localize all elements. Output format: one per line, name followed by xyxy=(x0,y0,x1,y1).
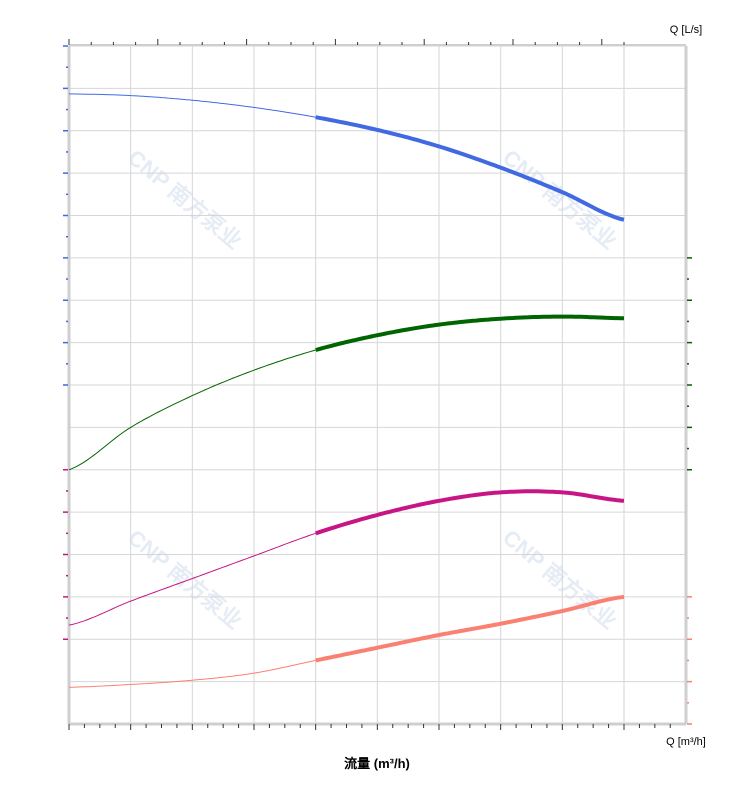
efficiency-curve-operating xyxy=(315,314,625,352)
grid xyxy=(69,45,687,725)
watermark-logo: CNP 南方泵业 xyxy=(123,525,246,634)
npsh-curve-operating xyxy=(315,594,625,663)
watermarks: CNP 南方泵业 CNP 南方泵业 CNP 南方泵业 CNP 南方泵业 xyxy=(123,145,621,634)
x-unit-label: Q [m³/h] xyxy=(666,736,706,748)
x-top-unit-label: Q [L/s] xyxy=(670,24,702,36)
efficiency-curve-thin xyxy=(68,349,316,471)
watermark-logo: CNP 南方泵业 xyxy=(123,145,246,254)
head-curve-operating xyxy=(315,115,625,222)
power-curve-operating xyxy=(315,489,625,536)
curves xyxy=(68,93,625,688)
x-axis-title: 流量 (m³/h) xyxy=(344,756,410,771)
axes xyxy=(63,39,692,730)
npsh-curve-thin xyxy=(68,659,316,688)
watermark-logo: CNP 南方泵业 xyxy=(498,525,621,634)
power-curve-thin xyxy=(68,532,316,626)
watermark-logo: CNP 南方泵业 xyxy=(498,145,621,254)
head-curve-thin xyxy=(69,93,316,118)
